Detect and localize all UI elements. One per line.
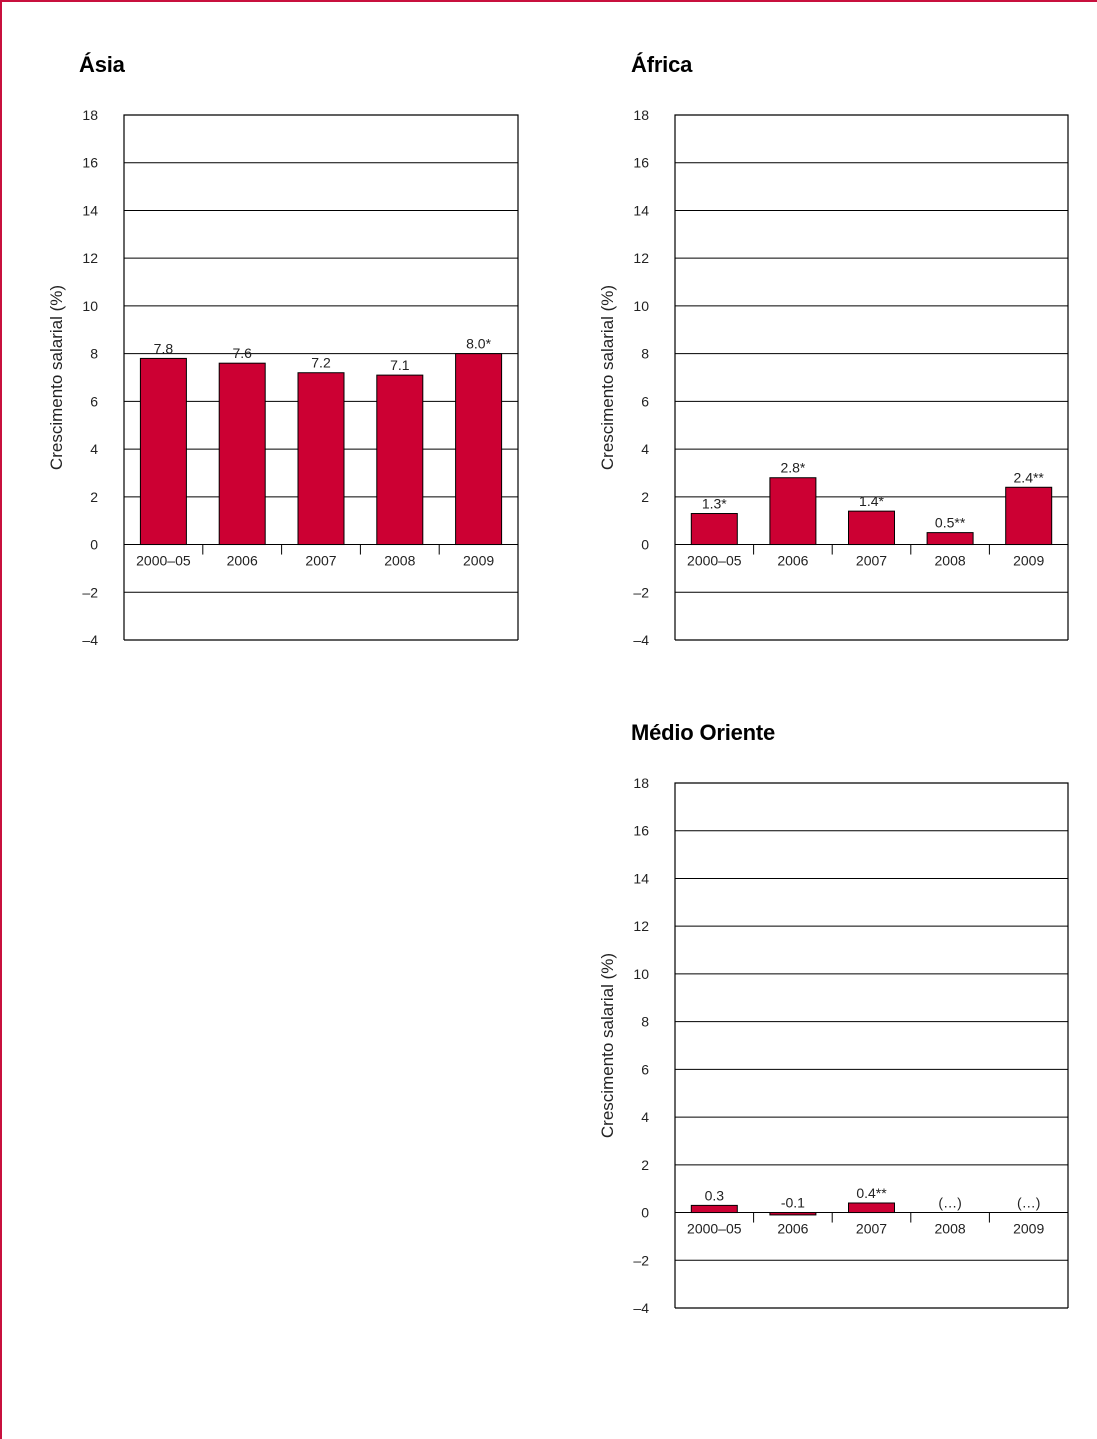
x-tick-label: 2006 — [777, 553, 808, 569]
y-tick-label: 12 — [633, 250, 649, 266]
x-tick-label: 2007 — [305, 553, 336, 569]
chart-panel-asia: Ásia –4 –2 0 2 4 6 8 10 12 14 16 18 7.8 2000–05 7.6 200… — [0, 0, 1097, 700]
y-tick-label: 10 — [82, 298, 98, 314]
y-tick-label: 12 — [633, 918, 649, 934]
y-tick-label: 10 — [633, 298, 649, 314]
chart-title: Ásia — [79, 52, 125, 77]
data-label: 2.8* — [780, 460, 805, 476]
bar — [376, 374, 424, 546]
x-tick-label: 2006 — [227, 553, 258, 569]
y-tick-label: 4 — [641, 441, 649, 457]
bar — [848, 1202, 895, 1214]
y-axis-label: Crescimento salarial (%) — [598, 285, 617, 470]
x-tick-label: 2000–05 — [687, 553, 742, 569]
plot-frame — [123, 114, 519, 640]
y-tick-label: 6 — [641, 1061, 649, 1077]
y-tick-label: 14 — [633, 870, 649, 886]
chart-title: Médio Oriente — [631, 720, 776, 745]
data-label: -0.1 — [781, 1195, 805, 1211]
chart-africa: –4 –2 0 2 4 6 8 10 12 14 16 18 1.3* 2000–05 2.8* 2006 1.… — [598, 107, 1069, 648]
y-tick-label: 2 — [90, 489, 98, 505]
y-tick-label: 8 — [90, 346, 98, 362]
y-tick-label: 4 — [641, 1109, 649, 1125]
y-tick-label: 6 — [90, 393, 98, 409]
y-tick-label: 8 — [641, 1014, 649, 1030]
data-label: 0.5** — [935, 515, 966, 531]
y-tick-label: –2 — [633, 1252, 649, 1268]
x-tick-label: 2000–05 — [687, 1221, 742, 1237]
y-tick-label: 0 — [641, 1205, 649, 1221]
data-label: 8.0* — [466, 336, 491, 352]
x-tick-label: 2009 — [1013, 1221, 1044, 1237]
y-tick-label: –4 — [82, 632, 98, 648]
y-tick-label: –4 — [633, 632, 649, 648]
bar — [139, 357, 187, 546]
bar — [455, 353, 503, 546]
bar — [690, 513, 738, 546]
x-tick-label: 2007 — [856, 553, 887, 569]
bar — [297, 372, 345, 546]
data-label: 1.4* — [859, 493, 884, 509]
y-tick-label: 0 — [90, 537, 98, 553]
y-tick-label: 18 — [633, 775, 649, 791]
x-tick-label: 2009 — [1013, 553, 1044, 569]
data-label: (…) — [1017, 1195, 1040, 1211]
y-tick-label: –2 — [633, 584, 649, 600]
plot-frame — [674, 114, 1069, 640]
chart-title: África — [631, 52, 693, 77]
y-tick-label: 0 — [641, 537, 649, 553]
x-tick-label: 2009 — [463, 553, 494, 569]
y-tick-label: 2 — [641, 1157, 649, 1173]
bar — [848, 510, 895, 546]
y-tick-label: 14 — [633, 202, 649, 218]
plot-frame — [674, 782, 1069, 1308]
x-tick-label: 2008 — [935, 553, 966, 569]
x-tick-label: 2006 — [777, 1221, 808, 1237]
chart-asia: –4 –2 0 2 4 6 8 10 12 14 16 18 7.8 2000–05 7.6 2006 7.2 2… — [47, 107, 519, 648]
y-tick-label: –2 — [82, 584, 98, 600]
data-label: (…) — [938, 1195, 961, 1211]
x-tick-label: 2000–05 — [136, 553, 191, 569]
y-tick-label: 18 — [82, 107, 98, 123]
bar — [690, 1204, 738, 1214]
y-tick-label: 18 — [633, 107, 649, 123]
y-tick-label: 14 — [82, 202, 98, 218]
data-label: 2.4** — [1014, 469, 1045, 485]
y-tick-label: 16 — [633, 155, 649, 171]
y-tick-label: 6 — [641, 393, 649, 409]
y-axis-label: Crescimento salarial (%) — [598, 953, 617, 1138]
y-axis-label: Crescimento salarial (%) — [47, 285, 66, 470]
data-label: 0.3 — [705, 1187, 725, 1203]
y-tick-label: 10 — [633, 966, 649, 982]
bar — [926, 532, 974, 546]
y-tick-label: 12 — [82, 250, 98, 266]
bar — [769, 1212, 817, 1216]
y-tick-label: –4 — [633, 1300, 649, 1316]
y-tick-label: 16 — [82, 155, 98, 171]
data-label: 7.6 — [232, 345, 252, 361]
y-tick-label: 2 — [641, 489, 649, 505]
x-tick-label: 2008 — [384, 553, 415, 569]
data-label: 7.8 — [154, 340, 174, 356]
bar — [769, 477, 817, 546]
bar — [1005, 486, 1053, 546]
chart-panel-africa: África –4 –2 0 2 4 6 8 10 12 14 16 18 1.3* 2000–05 2.8… — [0, 0, 1097, 700]
data-label: 7.2 — [311, 355, 331, 371]
y-tick-label: 8 — [641, 346, 649, 362]
bar — [218, 362, 266, 546]
y-tick-label: 4 — [90, 441, 98, 457]
data-label: 7.1 — [390, 357, 410, 373]
data-label: 1.3* — [702, 496, 727, 512]
x-tick-label: 2007 — [856, 1221, 887, 1237]
x-tick-label: 2008 — [935, 1221, 966, 1237]
y-tick-label: 16 — [633, 823, 649, 839]
data-label: 0.4** — [856, 1185, 887, 1201]
